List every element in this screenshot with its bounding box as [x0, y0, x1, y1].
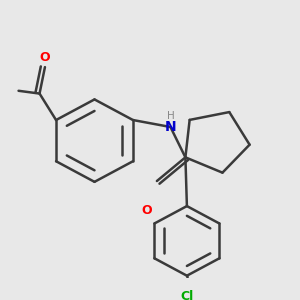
Text: Cl: Cl — [180, 290, 194, 300]
Text: O: O — [141, 204, 152, 217]
Text: H: H — [167, 111, 174, 122]
Text: N: N — [165, 120, 176, 134]
Text: O: O — [40, 51, 50, 64]
